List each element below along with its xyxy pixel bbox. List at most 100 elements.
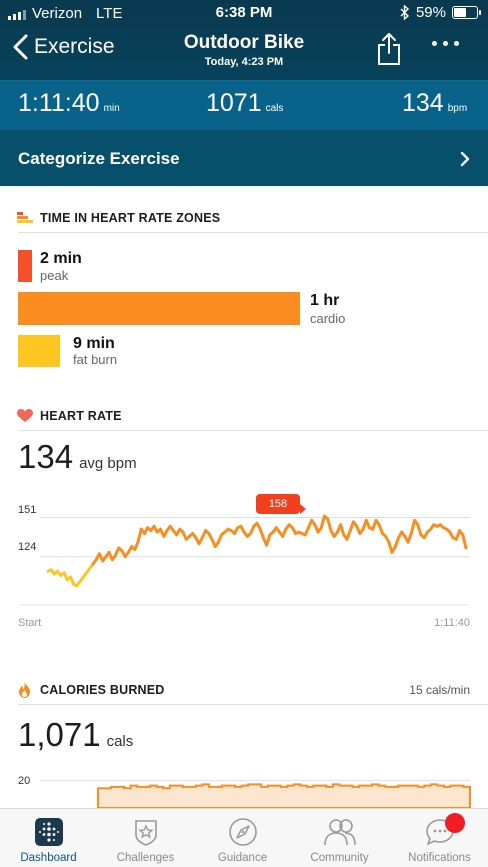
chevron-left-icon xyxy=(13,34,28,60)
calories-area xyxy=(97,783,471,808)
zone-bar-cardio xyxy=(18,292,300,325)
divider xyxy=(18,232,488,233)
guidance-icon xyxy=(229,818,257,846)
calories-rate: 15 cals/min xyxy=(409,683,470,697)
heart-rate-line-segment xyxy=(461,533,468,550)
challenges-icon xyxy=(135,820,157,846)
summary-stats: 1:11:40 min 1071 cals 134 bpm xyxy=(0,80,488,130)
tab-guidance[interactable]: Guidance xyxy=(194,809,291,867)
more-icon[interactable] xyxy=(432,41,459,46)
zones-title: TIME IN HEART RATE ZONES xyxy=(40,211,221,225)
calories-title: CALORIES BURNED xyxy=(40,683,165,697)
avg-heart-rate-unit: avg bpm xyxy=(79,455,137,472)
calories-total: 1,071 cals xyxy=(18,716,133,754)
heart-rate-line-segment xyxy=(258,527,265,540)
y-tick-label: 124 xyxy=(18,541,37,553)
heart-icon xyxy=(17,409,33,422)
x-start-label: Start xyxy=(18,617,42,629)
status-right: 59% xyxy=(400,4,481,21)
calories-stat: 1071 cals xyxy=(206,89,283,118)
zone-label-fat-burn: fat burn xyxy=(73,352,118,367)
back-button[interactable]: Exercise xyxy=(12,34,115,60)
heart-rate-line-segment xyxy=(345,529,352,541)
signal-icon xyxy=(8,8,26,20)
battery-icon xyxy=(452,6,481,19)
zones-icon xyxy=(17,212,33,223)
peak-heart-rate-label: 158 xyxy=(268,498,288,510)
peak-heart-rate-marker: 158 xyxy=(256,494,300,514)
back-label: Exercise xyxy=(34,35,115,58)
tab-challenges[interactable]: Challenges xyxy=(97,809,194,867)
status-bar: Verizon LTE 6:38 PM 59% xyxy=(0,0,488,26)
calories-section-header: CALORIES BURNED 15 cals/min xyxy=(0,675,488,705)
calories-unit: cals xyxy=(265,103,284,114)
zone-label-cardio: cardio xyxy=(310,311,346,326)
tab-label: Dashboard xyxy=(20,852,77,864)
heart-rate-line-segment xyxy=(319,514,326,530)
heart-rate-section-header: HEART RATE xyxy=(0,401,488,431)
heart-rate-title: HEART RATE xyxy=(40,409,122,423)
tab-label: Notifications xyxy=(408,852,471,864)
dashboard-icon xyxy=(35,818,63,846)
exercise-header: Verizon LTE 6:38 PM 59% Exercise Outdoor… xyxy=(0,0,488,186)
duration-value: 1:11:40 xyxy=(18,89,100,117)
chevron-right-icon xyxy=(460,151,470,167)
heart-rate-line-segment xyxy=(416,523,423,537)
heart-rate-line-segment xyxy=(265,533,272,547)
tab-label: Challenges xyxy=(116,852,175,864)
heart-rate-unit: bpm xyxy=(447,103,468,114)
calories-total-value: 1,071 xyxy=(18,716,101,753)
calories-chart xyxy=(40,780,471,808)
zone-bar-fat-burn xyxy=(18,335,60,367)
peak-pointer xyxy=(300,504,306,514)
status-left: Verizon LTE xyxy=(8,5,122,22)
heart-rate-line-segment xyxy=(409,518,417,535)
duration-unit: min xyxy=(103,103,120,114)
avg-heart-rate-value: 134 xyxy=(18,438,74,475)
community-icon xyxy=(324,819,356,846)
flame-icon xyxy=(19,682,30,698)
heart-rate-value: 134 xyxy=(402,89,444,117)
duration-stat: 1:11:40 min xyxy=(18,89,120,118)
tab-label: Guidance xyxy=(217,852,268,864)
notification-badge xyxy=(445,813,465,833)
categorize-exercise-row[interactable]: Categorize Exercise xyxy=(0,131,488,186)
zones-section-header: TIME IN HEART RATE ZONES xyxy=(0,203,488,233)
bottom-tab-bar: Dashboard Challenges Guidance xyxy=(0,808,488,867)
page-subtitle: Today, 4:23 PM xyxy=(204,56,284,68)
tab-label: Community xyxy=(310,852,369,864)
y-tick-label: 151 xyxy=(18,504,37,516)
navigation-bar: Exercise Outdoor Bike Today, 4:23 PM xyxy=(0,28,488,78)
page-title: Outdoor Bike xyxy=(183,32,305,53)
zone-value-cardio: 1 hr xyxy=(310,292,340,309)
zone-value-fat-burn: 9 min xyxy=(73,335,115,352)
battery-percent: 59% xyxy=(415,4,446,21)
network-label: LTE xyxy=(96,5,123,22)
heart-rate-line-segment xyxy=(326,517,333,533)
bluetooth-icon xyxy=(400,5,409,20)
share-icon[interactable] xyxy=(376,32,402,66)
heart-rate-stat: 134 bpm xyxy=(402,89,467,118)
categorize-label: Categorize Exercise xyxy=(18,149,180,168)
carrier-label: Verizon xyxy=(32,5,83,22)
y-tick-label: 20 xyxy=(18,775,31,787)
divider xyxy=(18,704,488,705)
heart-rate-chart xyxy=(18,504,470,606)
avg-heart-rate: 134 avg bpm xyxy=(18,438,137,476)
zone-bar-peak xyxy=(18,250,32,282)
x-end-label: 1:11:40 xyxy=(434,617,470,629)
zone-value-peak: 2 min xyxy=(40,250,82,267)
heart-rate-line-segment xyxy=(393,536,400,549)
zone-label-peak: peak xyxy=(40,268,69,283)
heart-rate-line-segment xyxy=(136,527,143,544)
divider xyxy=(18,430,488,431)
tab-community[interactable]: Community xyxy=(291,809,388,867)
heart-rate-line-segment xyxy=(339,523,346,537)
calories-total-unit: cals xyxy=(106,733,134,750)
heart-rate-line-segment xyxy=(406,532,413,544)
tab-dashboard[interactable]: Dashboard xyxy=(0,809,97,867)
tab-notifications[interactable]: Notifications xyxy=(391,809,488,867)
calories-value: 1071 xyxy=(206,89,262,117)
heart-rate-line-segment xyxy=(377,523,384,535)
